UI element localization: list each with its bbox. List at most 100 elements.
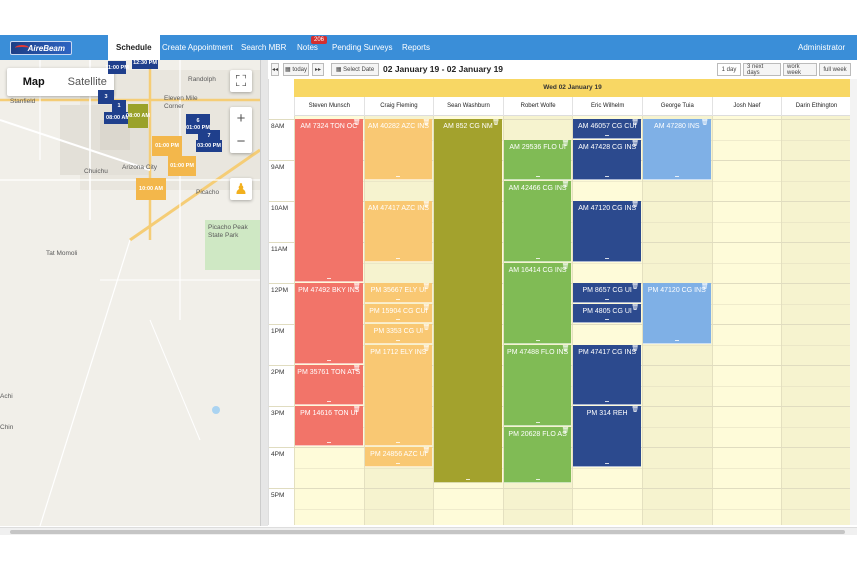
technician-column[interactable] bbox=[781, 116, 850, 525]
delete-trash-icon[interactable]: 🗑 bbox=[422, 448, 431, 454]
view-full-week-button[interactable]: full week bbox=[819, 63, 851, 76]
view-3-next-days-button[interactable]: 3 next days bbox=[743, 63, 781, 76]
delete-trash-icon[interactable]: 🗑 bbox=[352, 284, 361, 290]
delete-trash-icon[interactable]: 🗑 bbox=[700, 284, 709, 290]
delete-trash-icon[interactable]: 🗑 bbox=[561, 345, 570, 352]
delete-trash-icon[interactable]: 🗑 bbox=[700, 120, 709, 126]
delete-trash-icon[interactable]: 🗑 bbox=[352, 120, 361, 126]
map-pin[interactable]: 08:00 AM bbox=[104, 112, 132, 124]
delete-trash-icon[interactable]: 🗑 bbox=[631, 140, 639, 147]
appointment-event[interactable]: 🗑 PM 47417 CG INS bbox=[573, 344, 641, 405]
appointment-event[interactable]: 🗑 PM 314 REH bbox=[573, 406, 641, 467]
horizontal-scrollbar[interactable] bbox=[0, 527, 857, 535]
delete-trash-icon[interactable]: 🗑 bbox=[422, 284, 431, 290]
zoom-in-button[interactable]: + bbox=[236, 110, 246, 127]
appointment-event[interactable]: 🗑 PM 47488 FLO INS bbox=[503, 344, 572, 426]
resize-handle[interactable] bbox=[396, 298, 401, 300]
vertical-scrollbar[interactable] bbox=[850, 79, 857, 525]
map-pin[interactable]: 01:00 PM bbox=[168, 156, 196, 176]
resize-handle[interactable] bbox=[396, 319, 401, 320]
map-pin[interactable]: 3 bbox=[98, 90, 114, 104]
resize-handle[interactable] bbox=[605, 134, 610, 136]
delete-trash-icon[interactable]: 🗑 bbox=[561, 263, 570, 270]
resize-handle[interactable] bbox=[465, 478, 470, 480]
delete-trash-icon[interactable]: 🗑 bbox=[492, 120, 500, 126]
resize-handle[interactable] bbox=[535, 421, 540, 423]
airebeam-logo[interactable]: AireBeam bbox=[10, 41, 72, 55]
resize-handle[interactable] bbox=[605, 319, 610, 320]
map-pin[interactable]: 12:30 PM bbox=[132, 60, 158, 69]
appointment-event[interactable]: 🗑 PM 14616 TON UI bbox=[295, 406, 363, 446]
nav-reports[interactable]: Reports bbox=[402, 43, 431, 52]
resize-handle[interactable] bbox=[605, 298, 610, 300]
delete-trash-icon[interactable]: 🗑 bbox=[422, 120, 431, 126]
appointment-event[interactable]: 🗑 AM 42466 CG INS bbox=[503, 180, 572, 262]
delete-trash-icon[interactable]: 🗑 bbox=[422, 304, 431, 311]
resize-handle[interactable] bbox=[326, 442, 331, 443]
appointment-event[interactable]: 🗑 PM 1712 ELY INS bbox=[364, 344, 433, 446]
view-1-day-button[interactable]: 1 day bbox=[717, 63, 741, 76]
delete-trash-icon[interactable]: 🗑 bbox=[561, 427, 570, 434]
map-pin[interactable]: 11:00 PM bbox=[105, 61, 129, 74]
delete-trash-icon[interactable]: 🗑 bbox=[561, 140, 570, 147]
delete-trash-icon[interactable]: 🗑 bbox=[561, 181, 570, 188]
view-work-week-button[interactable]: work week bbox=[783, 63, 817, 76]
delete-trash-icon[interactable]: 🗑 bbox=[631, 284, 639, 290]
resize-handle[interactable] bbox=[326, 278, 331, 279]
resize-handle[interactable] bbox=[396, 442, 401, 443]
appointment-event[interactable]: 🗑 AM 40282 AZC INS bbox=[364, 119, 433, 180]
appointment-event[interactable]: 🗑 AM 47417 AZC INS bbox=[364, 201, 433, 262]
delete-trash-icon[interactable]: 🗑 bbox=[352, 407, 361, 413]
appointment-event[interactable]: 🗑 PM 24856 AZC UI bbox=[364, 447, 433, 467]
resize-handle[interactable] bbox=[326, 401, 331, 402]
appointment-event[interactable]: 🗑 AM 47280 INS bbox=[643, 119, 711, 180]
delete-trash-icon[interactable]: 🗑 bbox=[422, 345, 431, 352]
today-button[interactable]: ▦ today bbox=[283, 63, 309, 76]
appointment-event[interactable]: 🗑 AM 852 CG NM bbox=[434, 119, 502, 483]
appointment-event[interactable]: 🗑 PM 20628 FLO AS bbox=[503, 426, 572, 483]
user-menu[interactable]: Administrator bbox=[798, 43, 846, 52]
appointment-event[interactable]: 🗑 PM 3353 CG UI bbox=[364, 324, 433, 344]
resize-handle[interactable] bbox=[535, 257, 540, 259]
nav-pending-surveys[interactable]: Pending Surveys bbox=[332, 43, 393, 52]
appointment-event[interactable]: 🗑 AM 29536 FLO UI bbox=[503, 139, 572, 180]
map-view-button[interactable]: Map bbox=[22, 76, 45, 88]
resize-handle[interactable] bbox=[396, 462, 401, 464]
resize-handle[interactable] bbox=[674, 339, 679, 341]
appointment-event[interactable]: 🗑 PM 47120 CG INS bbox=[643, 283, 711, 344]
resize-handle[interactable] bbox=[396, 175, 401, 177]
resize-handle[interactable] bbox=[396, 257, 401, 259]
appointment-event[interactable]: 🗑 PM 8657 CG UI bbox=[573, 283, 641, 303]
resize-handle[interactable] bbox=[605, 462, 610, 464]
map-pin[interactable]: 03:00 PM bbox=[196, 140, 222, 152]
appointment-event[interactable]: 🗑 PM 35761 TON ATS bbox=[295, 365, 363, 405]
appointment-event[interactable]: 🗑 PM 35667 ELY UI bbox=[364, 283, 433, 303]
map-pin[interactable]: 1 bbox=[112, 100, 126, 112]
delete-trash-icon[interactable]: 🗑 bbox=[631, 345, 639, 352]
resize-handle[interactable] bbox=[535, 478, 540, 480]
nav-create-appointment[interactable]: Create Appointment bbox=[162, 43, 233, 52]
map-pin[interactable]: 08:00 AM bbox=[126, 104, 150, 128]
resize-handle[interactable] bbox=[535, 175, 540, 177]
nav-search-mbr[interactable]: Search MBR bbox=[241, 43, 287, 52]
delete-trash-icon[interactable]: 🗑 bbox=[422, 202, 431, 208]
scrollbar-thumb[interactable] bbox=[10, 530, 845, 534]
delete-trash-icon[interactable]: 🗑 bbox=[422, 325, 431, 331]
fullscreen-icon[interactable]: ⛶ bbox=[230, 70, 252, 92]
map-pin[interactable]: 7 bbox=[198, 130, 220, 142]
appointment-event[interactable]: 🗑 AM 47428 CG INS bbox=[573, 139, 641, 180]
resize-handle[interactable] bbox=[605, 175, 610, 177]
select-date-button[interactable]: ▦ Select Date bbox=[331, 63, 379, 76]
technician-column[interactable] bbox=[711, 116, 782, 525]
nav-notes[interactable]: Notes bbox=[297, 43, 318, 52]
appointment-event[interactable]: 🗑 PM 4805 CG UI bbox=[573, 303, 641, 323]
appointment-event[interactable]: 🗑 PM 15904 CG CUI bbox=[364, 303, 433, 323]
delete-trash-icon[interactable]: 🗑 bbox=[631, 202, 639, 208]
appointment-event[interactable]: 🗑 AM 47120 CG INS bbox=[573, 201, 641, 262]
resize-handle[interactable] bbox=[326, 360, 331, 361]
delete-trash-icon[interactable]: 🗑 bbox=[631, 304, 639, 311]
map-pin[interactable]: 01:00 PM bbox=[152, 136, 182, 156]
appointment-event[interactable]: 🗑 AM 16414 CG INS bbox=[503, 262, 572, 344]
resize-handle[interactable] bbox=[605, 401, 610, 402]
resize-handle[interactable] bbox=[535, 339, 540, 341]
